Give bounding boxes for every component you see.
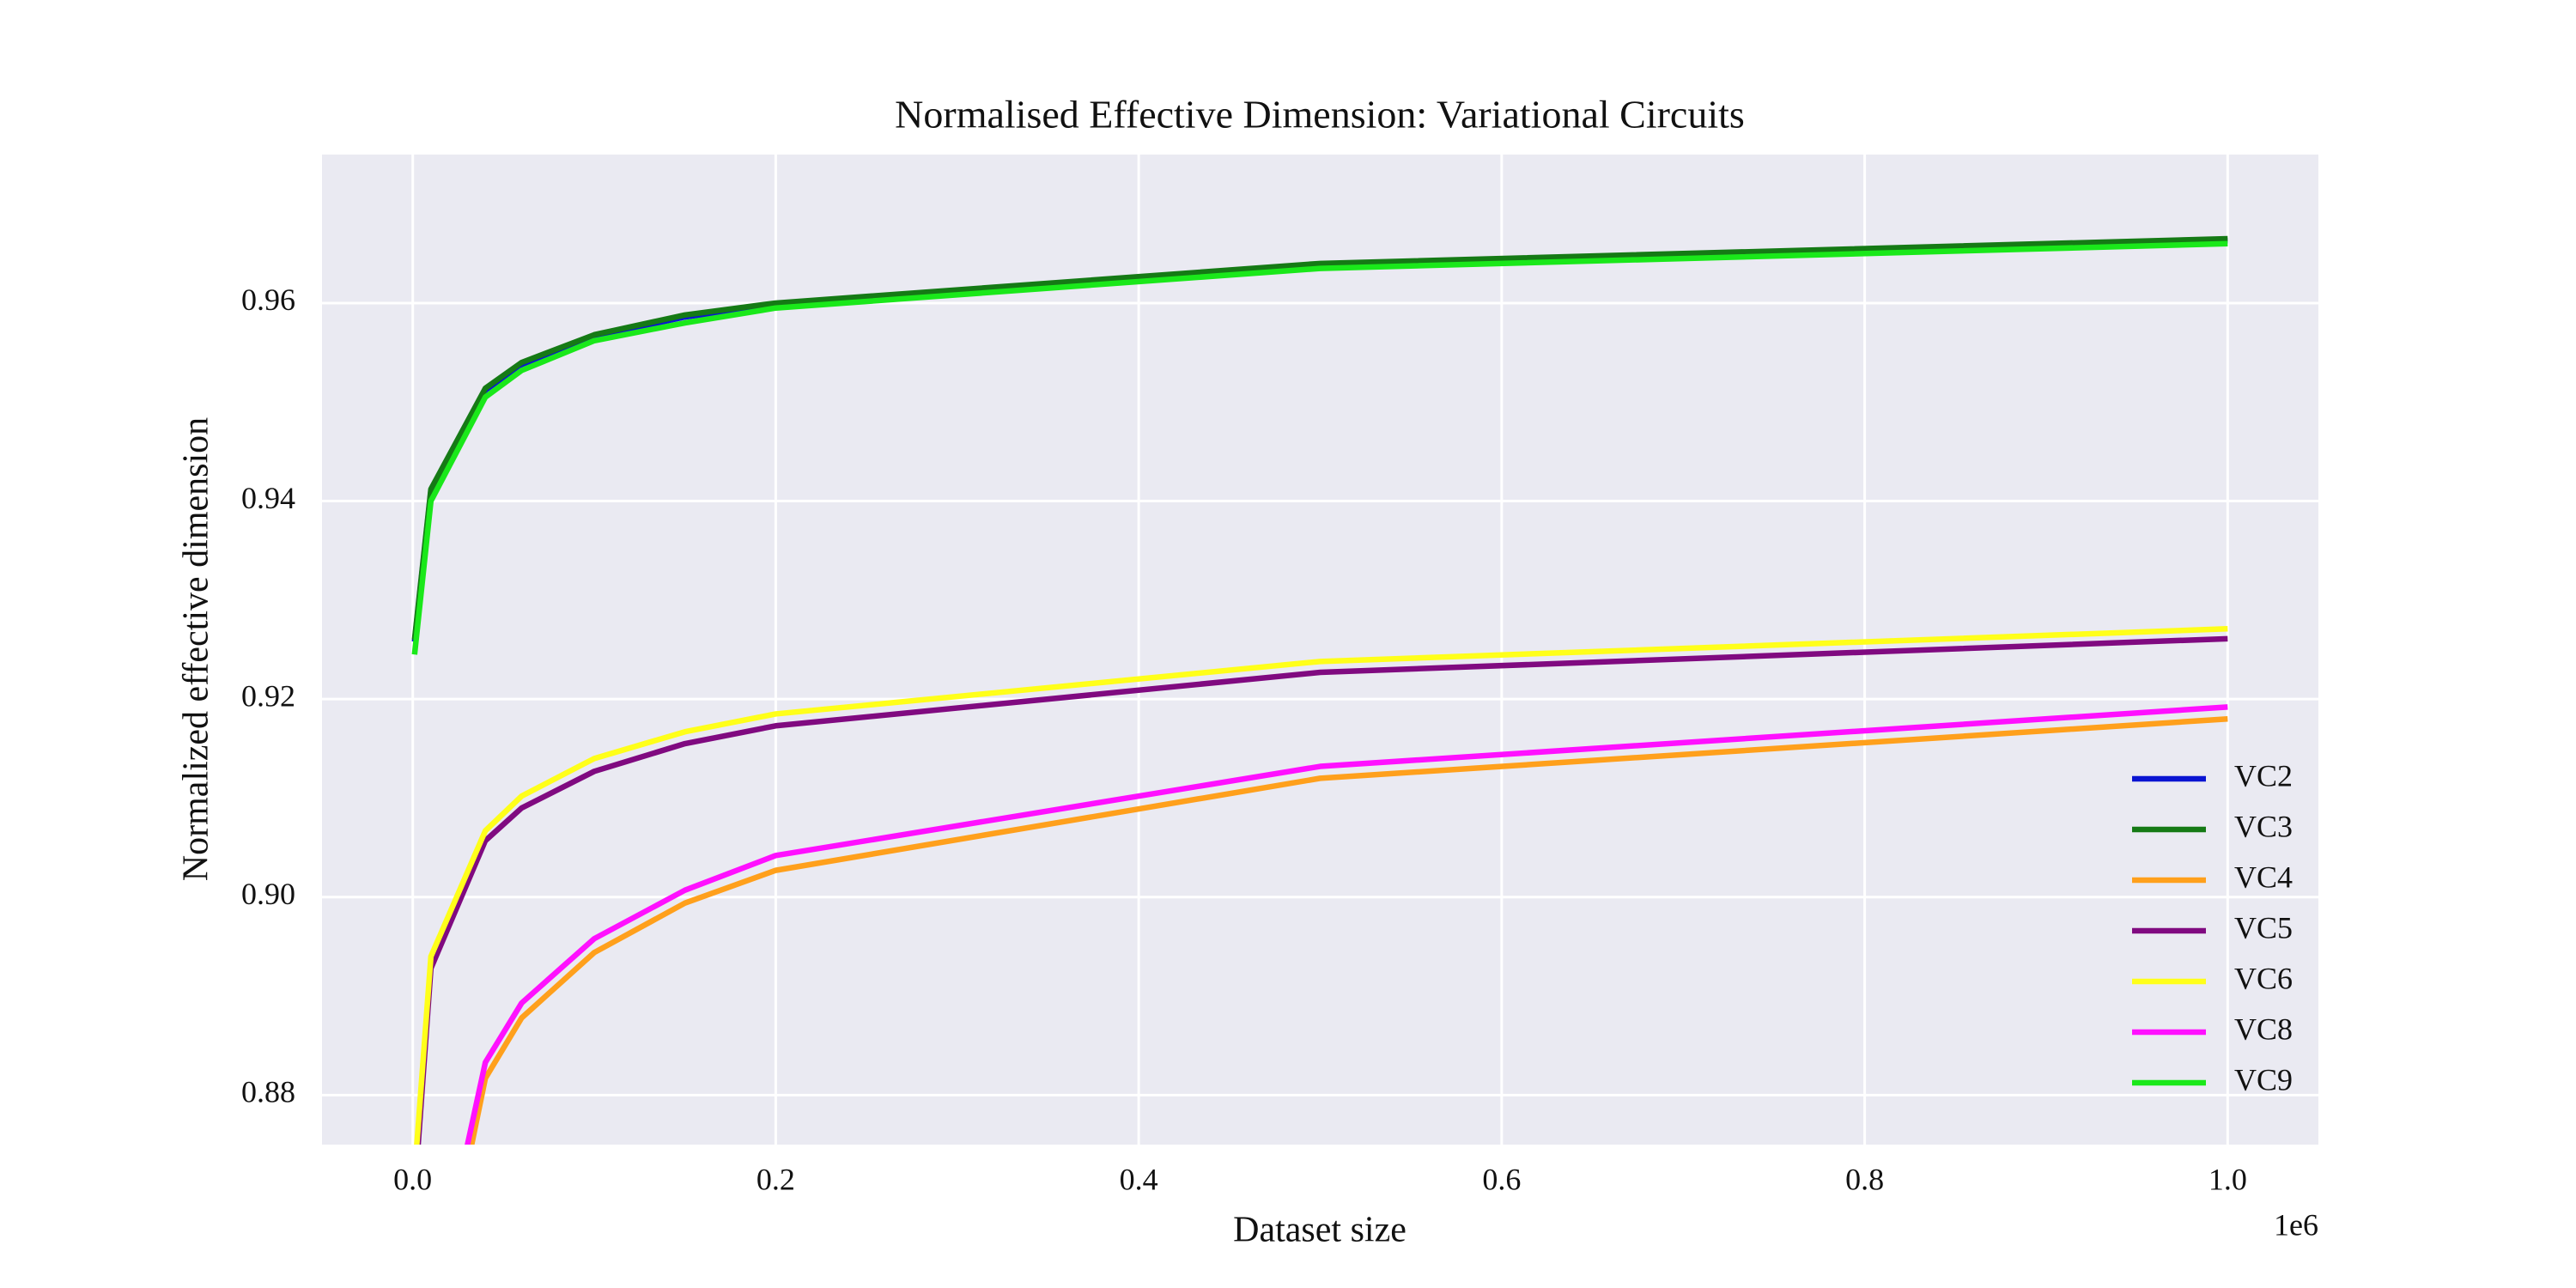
legend-label: VC5 <box>2234 910 2293 945</box>
x-tick-label: 0.0 <box>393 1162 432 1196</box>
x-tick-label: 1.0 <box>2208 1162 2247 1196</box>
chart-title: Normalised Effective Dimension: Variatio… <box>895 93 1745 137</box>
legend-label: VC8 <box>2234 1012 2293 1046</box>
legend-label: VC6 <box>2234 961 2293 995</box>
legend-label: VC9 <box>2234 1062 2293 1097</box>
data-line <box>469 715 2228 1145</box>
x-axis-label: Dataset size <box>1233 1211 1406 1250</box>
data-line <box>465 704 2228 1145</box>
x-tick-label: 0.4 <box>1120 1162 1158 1196</box>
x-offset-label: 1e6 <box>2274 1207 2318 1242</box>
data-line <box>414 626 2228 1145</box>
y-tick-label: 0.88 <box>241 1075 295 1109</box>
data-line <box>415 635 2228 1145</box>
x-tick-label: 0.6 <box>1482 1162 1521 1196</box>
data-line <box>411 240 2228 655</box>
y-tick-label: 0.90 <box>241 877 295 911</box>
y-axis-label: Normalized effective dimension <box>177 417 216 881</box>
data-line <box>411 235 2228 641</box>
y-tick-label: 0.94 <box>241 481 295 515</box>
legend-label: VC2 <box>2234 758 2293 793</box>
legend-label: VC4 <box>2234 860 2293 894</box>
x-tick-label: 0.8 <box>1845 1162 1884 1196</box>
y-tick-label: 0.92 <box>241 678 295 713</box>
legend-label: VC3 <box>2234 809 2293 843</box>
y-tick-label: 0.96 <box>241 283 295 317</box>
x-tick-label: 0.2 <box>756 1162 795 1196</box>
